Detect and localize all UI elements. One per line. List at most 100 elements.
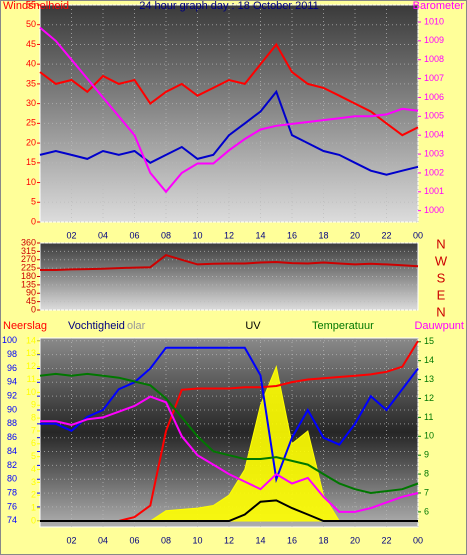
compass-label: W <box>435 253 448 268</box>
y-tick-label: 88 <box>7 418 17 428</box>
y-tick-label: 35 <box>26 78 36 88</box>
x-tick-label: 00 <box>413 535 423 545</box>
y-tick-label: 90 <box>26 288 36 298</box>
y3-tick-label: 0 <box>31 515 36 525</box>
y-tick-label: 40 <box>26 59 36 69</box>
compass-label: N <box>436 236 445 251</box>
x-tick-label: 22 <box>381 230 391 240</box>
x-tick-label: 20 <box>350 230 360 240</box>
y-tick-label: 180 <box>21 271 36 281</box>
y-tick-label: 0 <box>31 304 36 314</box>
y3-tick-label: 7 <box>31 425 36 435</box>
y3-tick-label: 2 <box>31 490 36 500</box>
y3-tick-label: 10 <box>26 387 36 397</box>
line <box>39 42 419 137</box>
y3-tick-label: 14 <box>26 335 36 345</box>
y3-tick-label: 1 <box>31 502 36 512</box>
y-tick-label: 96 <box>7 363 17 373</box>
x-tick-label: 14 <box>255 535 265 545</box>
y-tick-label: 74 <box>7 515 17 525</box>
y-tick-label: 92 <box>7 391 17 401</box>
chart-title: 24 hour graph day : 18 October 2011 <box>139 0 319 12</box>
x-tick-label: 18 <box>318 535 328 545</box>
line <box>39 372 419 495</box>
y-tick-label: 55 <box>26 0 36 9</box>
y-tick-label: 100 <box>2 335 17 345</box>
compass-label: N <box>436 304 445 319</box>
compass-label: S <box>437 270 446 285</box>
x-tick-label: 08 <box>161 230 171 240</box>
y-tick-label: 0 <box>31 216 36 226</box>
y-tick-label: 94 <box>7 377 17 387</box>
y-tick-label: 45 <box>26 39 36 49</box>
y-tick-label: 82 <box>7 460 17 470</box>
y3-tick-label: 3 <box>31 477 36 487</box>
y-tick-label: 86 <box>7 432 17 442</box>
line <box>40 253 419 271</box>
y2-tick-label: 7 <box>424 487 429 497</box>
y2-tick-label: 1009 <box>424 35 444 45</box>
x-tick-label: 22 <box>381 535 391 545</box>
y-tick-label: 76 <box>7 501 17 511</box>
y-tick-label: 270 <box>21 254 36 264</box>
y-tick-label: 90 <box>7 404 17 414</box>
x-tick-label: 00 <box>413 230 423 240</box>
x-tick-label: 14 <box>255 230 265 240</box>
y2-tick-label: 9 <box>424 450 429 460</box>
legend-label: UV <box>245 320 261 332</box>
y2-tick-label: 1005 <box>424 111 444 121</box>
y2-tick-label: 1000 <box>424 205 444 215</box>
x-tick-label: 16 <box>287 535 297 545</box>
y-tick-label: 78 <box>7 487 17 497</box>
x-tick-label: 06 <box>129 535 139 545</box>
y3-tick-label: 5 <box>31 451 36 461</box>
y2-tick-label: 8 <box>424 468 429 478</box>
y2-tick-label: 1003 <box>424 148 444 158</box>
y2-tick-label: 11 <box>424 412 433 422</box>
y2-tick-label: 1001 <box>424 186 444 196</box>
y-tick-label: 5 <box>31 197 36 207</box>
y-tick-label: 50 <box>26 19 36 29</box>
x-tick-label: 06 <box>129 230 139 240</box>
y3-tick-label: 4 <box>31 464 36 474</box>
x-tick-label: 18 <box>318 230 328 240</box>
y3-tick-label: 8 <box>31 412 36 422</box>
y-tick-label: 225 <box>21 263 36 273</box>
x-tick-label: 02 <box>66 535 76 545</box>
compass-label: E <box>437 287 446 302</box>
y3-tick-label: 12 <box>26 361 36 371</box>
x-tick-label: 10 <box>192 535 202 545</box>
y-tick-label: 135 <box>21 279 36 289</box>
y-tick-label: 30 <box>26 98 36 108</box>
y3-tick-label: 13 <box>26 348 36 358</box>
y-tick-label: 25 <box>26 118 36 128</box>
y3-tick-label: 6 <box>31 438 36 448</box>
y-tick-label: 80 <box>7 474 17 484</box>
y-tick-label: 315 <box>21 246 36 256</box>
y2-tick-label: 1007 <box>424 73 444 83</box>
line <box>40 346 419 484</box>
line <box>40 395 419 513</box>
x-tick-label: 02 <box>66 230 76 240</box>
y2-tick-label: 14 <box>424 355 434 365</box>
y2-tick-label: 12 <box>424 393 434 403</box>
x-tick-label: 20 <box>350 535 360 545</box>
x-tick-label: 16 <box>287 230 297 240</box>
y2-tick-label: 10 <box>424 431 434 441</box>
y2-tick-label: 13 <box>424 374 434 384</box>
x-tick-label: 04 <box>98 230 108 240</box>
x-tick-label: 12 <box>224 535 234 545</box>
y2-tick-label: 1008 <box>424 54 444 64</box>
y-tick-label: 360 <box>21 237 36 247</box>
y-tick-label: 98 <box>7 349 17 359</box>
y-tick-label: 84 <box>7 446 17 456</box>
y2-tick-label: 1002 <box>424 167 444 177</box>
y3-tick-label: 9 <box>31 400 36 410</box>
y-tick-label: 45 <box>26 296 36 306</box>
legend-label: Dauwpunt <box>414 320 464 332</box>
x-tick-label: 12 <box>224 230 234 240</box>
y-tick-label: 15 <box>26 157 36 167</box>
x-tick-label: 08 <box>161 535 171 545</box>
line <box>39 26 419 194</box>
y2-axis-label: Barometer <box>413 0 465 12</box>
